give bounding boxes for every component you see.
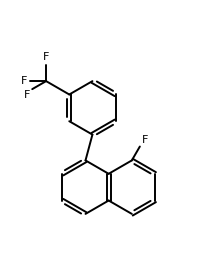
Text: F: F [24,90,30,101]
Text: F: F [43,52,49,62]
Text: F: F [21,76,28,86]
Text: F: F [142,135,148,145]
